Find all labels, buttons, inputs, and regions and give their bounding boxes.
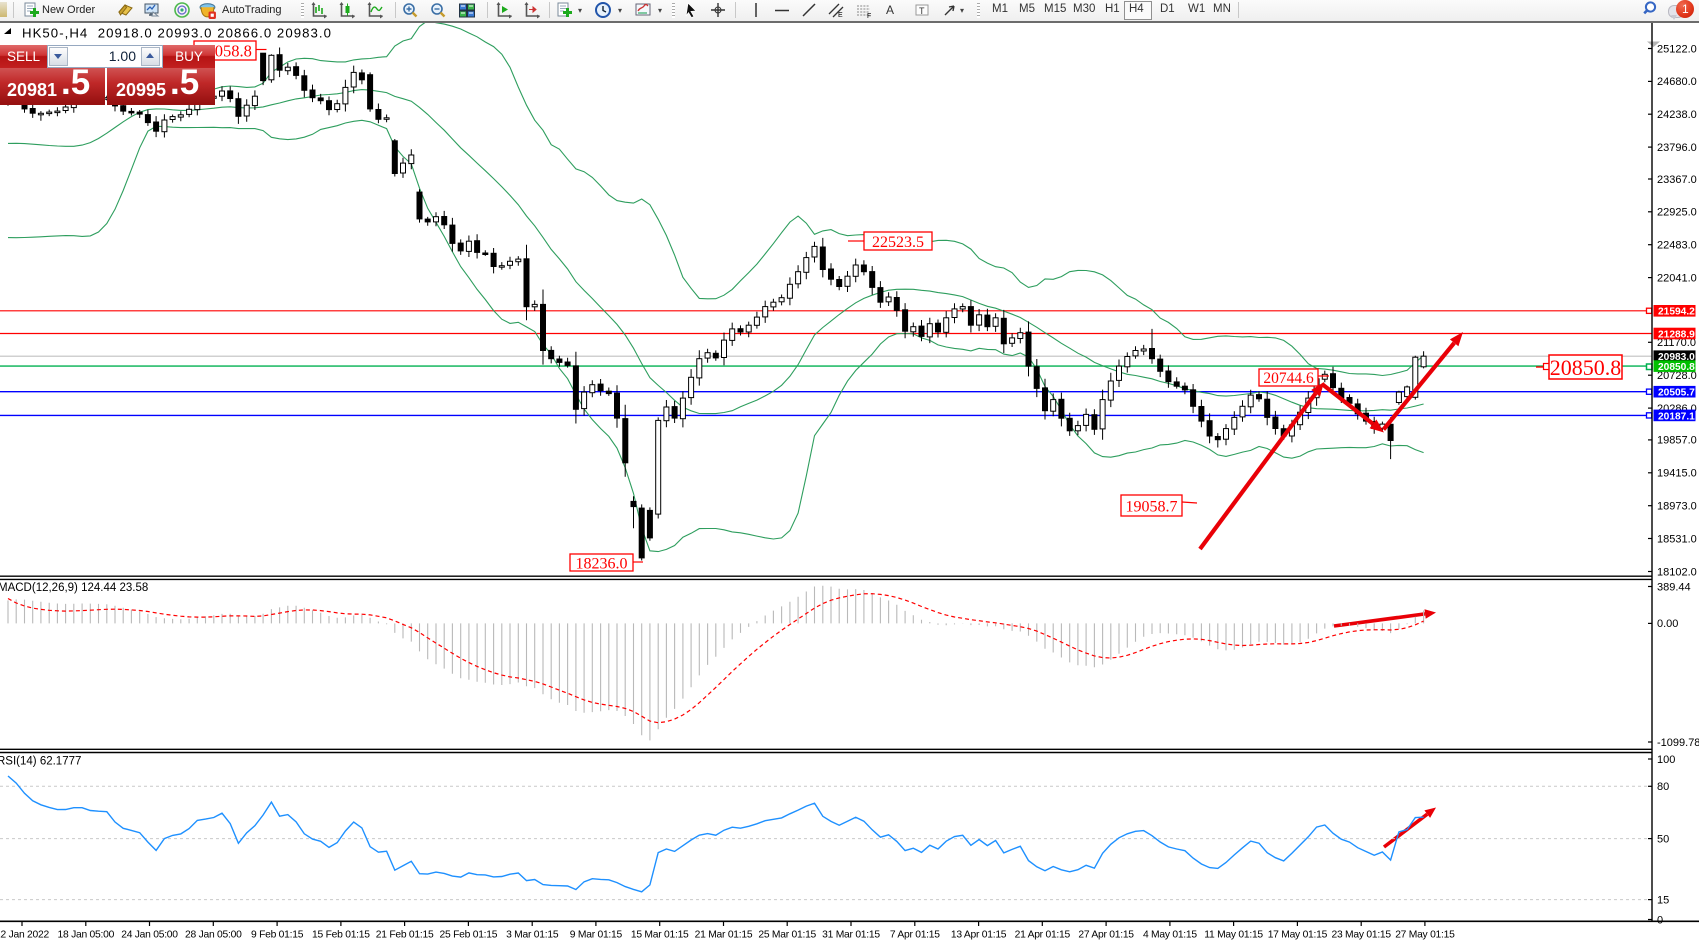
svg-text:28 Jan 05:00: 28 Jan 05:00 <box>185 930 242 941</box>
svg-text:4 May 01:15: 4 May 01:15 <box>1143 930 1197 941</box>
svg-text:T: T <box>919 6 925 16</box>
svg-text:9 Feb 01:15: 9 Feb 01:15 <box>251 930 304 941</box>
svg-text:3 Mar 01:15: 3 Mar 01:15 <box>506 930 559 941</box>
svg-text:25 Feb 01:15: 25 Feb 01:15 <box>440 930 498 941</box>
svg-text:20850.8: 20850.8 <box>1550 355 1622 380</box>
svg-text:25 Mar 01:15: 25 Mar 01:15 <box>758 930 816 941</box>
svg-text:20728.0: 20728.0 <box>1657 370 1697 382</box>
svg-text:MACD(12,26,9) 124.44 23.58: MACD(12,26,9) 124.44 23.58 <box>0 582 148 594</box>
svg-text:19058.7: 19058.7 <box>1126 498 1178 515</box>
svg-text:23367.0: 23367.0 <box>1657 174 1697 186</box>
svg-text:23796.0: 23796.0 <box>1657 142 1697 154</box>
svg-text:100: 100 <box>1657 754 1675 766</box>
svg-text:18973.0: 18973.0 <box>1657 501 1697 513</box>
svg-text:-1099.78: -1099.78 <box>1657 737 1699 749</box>
svg-text:80: 80 <box>1657 781 1669 793</box>
svg-text:19415.0: 19415.0 <box>1657 468 1697 480</box>
svg-text:21 Mar 01:15: 21 Mar 01:15 <box>695 930 753 941</box>
svg-text:389.44: 389.44 <box>1657 581 1691 593</box>
svg-text:21 Feb 01:15: 21 Feb 01:15 <box>376 930 434 941</box>
svg-text:20744.6: 20744.6 <box>1263 370 1314 387</box>
svg-text:20850.8: 20850.8 <box>1658 362 1695 373</box>
svg-text:22925.0: 22925.0 <box>1657 207 1697 219</box>
svg-text:18 Jan 05:00: 18 Jan 05:00 <box>58 930 115 941</box>
svg-text:18531.0: 18531.0 <box>1657 533 1697 545</box>
svg-text:HK50-,H4 20918.0 20993.0 2086: HK50-,H4 20918.0 20993.0 20866.0 20983.0 <box>22 26 332 41</box>
svg-text:27 Apr 01:15: 27 Apr 01:15 <box>1078 930 1134 941</box>
svg-text:7 Apr 01:15: 7 Apr 01:15 <box>890 930 940 941</box>
svg-text:20505.7: 20505.7 <box>1658 388 1695 399</box>
svg-text:19857.0: 19857.0 <box>1657 435 1697 447</box>
svg-text:21288.9: 21288.9 <box>1658 329 1695 340</box>
svg-text:RSI(14) 62.1777: RSI(14) 62.1777 <box>0 756 81 768</box>
svg-text:15 Mar 01:15: 15 Mar 01:15 <box>631 930 689 941</box>
svg-text:22041.0: 22041.0 <box>1657 272 1697 284</box>
svg-text:24680.0: 24680.0 <box>1657 76 1697 88</box>
svg-text:20983.0: 20983.0 <box>1658 352 1695 363</box>
svg-text:22523.5: 22523.5 <box>872 234 924 251</box>
svg-text:21594.2: 21594.2 <box>1658 307 1695 318</box>
svg-text:23 May 01:15: 23 May 01:15 <box>1331 930 1391 941</box>
svg-text:15 Feb 01:15: 15 Feb 01:15 <box>312 930 370 941</box>
svg-text:50: 50 <box>1657 833 1669 845</box>
svg-text:18102.0: 18102.0 <box>1657 566 1697 578</box>
svg-text:11 May 01:15: 11 May 01:15 <box>1204 930 1263 941</box>
svg-text:13 Apr 01:15: 13 Apr 01:15 <box>951 930 1007 941</box>
svg-text:18236.0: 18236.0 <box>576 555 628 572</box>
svg-text:27 May 01:15: 27 May 01:15 <box>1395 930 1455 941</box>
svg-text:24 Jan 05:00: 24 Jan 05:00 <box>121 930 178 941</box>
svg-text:12 Jan 2022: 12 Jan 2022 <box>0 930 49 941</box>
svg-text:24238.0: 24238.0 <box>1657 109 1697 121</box>
svg-text:31 Mar 01:15: 31 Mar 01:15 <box>822 930 880 941</box>
svg-text:25122.0: 25122.0 <box>1657 43 1697 55</box>
svg-text:15: 15 <box>1657 894 1669 906</box>
svg-text:0.00: 0.00 <box>1657 618 1678 630</box>
svg-text:E: E <box>838 12 843 19</box>
svg-text:21170.0: 21170.0 <box>1657 337 1696 349</box>
svg-text:20187.1: 20187.1 <box>1658 411 1695 422</box>
svg-text:0: 0 <box>1657 914 1663 926</box>
svg-text:17 May 01:15: 17 May 01:15 <box>1268 930 1328 941</box>
svg-text:21 Apr 01:15: 21 Apr 01:15 <box>1015 930 1071 941</box>
svg-text:9 Mar 01:15: 9 Mar 01:15 <box>570 930 623 941</box>
svg-text:F: F <box>867 13 871 19</box>
svg-text:22483.0: 22483.0 <box>1657 240 1697 252</box>
